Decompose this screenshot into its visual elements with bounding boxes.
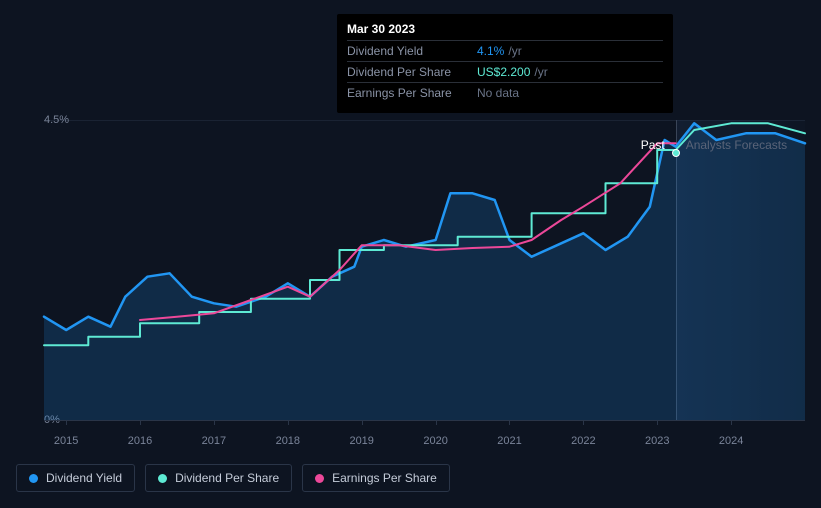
x-tick-label: 2015 xyxy=(54,435,78,447)
tooltip-row-unit: /yr xyxy=(534,65,547,79)
dividend-chart: 4.5% 0% Past Analysts Forecasts xyxy=(16,100,805,440)
x-axis: 2015 2016 2017 2018 2019 2020 2021 2022 2023 2024 xyxy=(44,430,805,450)
x-tick-mark xyxy=(509,420,510,425)
tooltip-row-label: Earnings Per Share xyxy=(347,86,477,100)
tooltip-row-value: No data xyxy=(477,86,519,100)
chart-tooltip: Mar 30 2023 Dividend Yield4.1%/yrDividen… xyxy=(337,14,673,113)
legend-dot xyxy=(158,474,167,483)
legend-item-dividend-per-share[interactable]: Dividend Per Share xyxy=(145,464,292,492)
legend-label: Dividend Per Share xyxy=(175,471,279,485)
legend-label: Dividend Yield xyxy=(46,471,122,485)
legend-dot xyxy=(315,474,324,483)
x-tick-label: 2022 xyxy=(571,435,595,447)
tooltip-row-value: US$2.200 xyxy=(477,65,530,79)
x-tick-mark xyxy=(362,420,363,425)
x-tick-label: 2019 xyxy=(349,435,373,447)
x-tick-mark xyxy=(583,420,584,425)
legend-dot xyxy=(29,474,38,483)
tooltip-row-unit: /yr xyxy=(508,44,521,58)
hover-marker-dot xyxy=(672,149,680,157)
x-axis-line xyxy=(44,420,805,421)
x-tick-mark xyxy=(436,420,437,425)
tooltip-row: Earnings Per ShareNo data xyxy=(347,82,663,103)
tooltip-row: Dividend Per ShareUS$2.200/yr xyxy=(347,61,663,82)
tooltip-row: Dividend Yield4.1% /yr xyxy=(347,40,663,61)
x-tick-label: 2016 xyxy=(128,435,152,447)
legend-item-earnings-per-share[interactable]: Earnings Per Share xyxy=(302,464,450,492)
plot-area[interactable]: Past Analysts Forecasts xyxy=(44,120,805,420)
legend-item-dividend-yield[interactable]: Dividend Yield xyxy=(16,464,135,492)
x-tick-label: 2024 xyxy=(719,435,743,447)
tooltip-row-label: Dividend Yield xyxy=(347,44,477,58)
x-tick-label: 2020 xyxy=(423,435,447,447)
x-tick-label: 2017 xyxy=(202,435,226,447)
x-tick-label: 2023 xyxy=(645,435,669,447)
x-tick-mark xyxy=(288,420,289,425)
x-tick-mark xyxy=(214,420,215,425)
legend-label: Earnings Per Share xyxy=(332,471,437,485)
past-label: Past xyxy=(641,138,665,152)
tooltip-row-label: Dividend Per Share xyxy=(347,65,477,79)
x-tick-mark xyxy=(657,420,658,425)
chart-lines-svg xyxy=(44,120,805,420)
x-tick-label: 2021 xyxy=(497,435,521,447)
x-tick-mark xyxy=(140,420,141,425)
chart-legend: Dividend Yield Dividend Per Share Earnings… xyxy=(16,464,450,492)
tooltip-row-value: 4.1% xyxy=(477,44,504,58)
forecast-label: Analysts Forecasts xyxy=(686,138,787,152)
tooltip-date: Mar 30 2023 xyxy=(347,22,663,40)
x-tick-mark xyxy=(66,420,67,425)
x-tick-mark xyxy=(731,420,732,425)
x-tick-label: 2018 xyxy=(276,435,300,447)
